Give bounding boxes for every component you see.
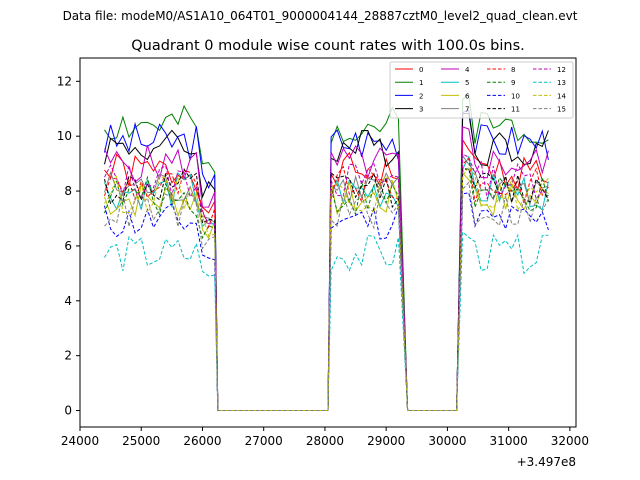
y-tick-label: 0 bbox=[64, 404, 72, 418]
chart-title: Quadrant 0 module wise count rates with … bbox=[131, 38, 525, 54]
x-axis: 24000 25000 26000 27000 28000 29000 30000 31000… bbox=[61, 427, 589, 448]
series-line-1 bbox=[104, 93, 549, 411]
y-tick-label: 10 bbox=[57, 129, 72, 143]
legend-label-4: 4 bbox=[465, 66, 470, 74]
legend-label-7: 7 bbox=[465, 106, 469, 114]
x-tick-label: 25000 bbox=[122, 434, 160, 448]
legend-label-2: 2 bbox=[419, 92, 423, 100]
series-line-5 bbox=[104, 155, 549, 411]
x-tick-label: 30000 bbox=[428, 434, 466, 448]
legend-box bbox=[389, 61, 574, 119]
plot-frame bbox=[80, 58, 576, 427]
axes-frame bbox=[79, 57, 577, 428]
legend-label-6: 6 bbox=[465, 92, 470, 100]
y-tick-label: 12 bbox=[57, 74, 72, 88]
legend-label-8: 8 bbox=[511, 66, 515, 74]
y-axis: 0 2 4 6 8 10 12 bbox=[57, 74, 80, 418]
legend-label-11: 11 bbox=[511, 106, 520, 114]
x-tick-label: 32000 bbox=[551, 434, 589, 448]
series-line-7 bbox=[104, 154, 549, 411]
legend-label-3: 3 bbox=[419, 106, 423, 114]
x-tick-label: 27000 bbox=[245, 434, 283, 448]
series-line-8 bbox=[104, 157, 549, 411]
y-tick-label: 6 bbox=[64, 239, 72, 253]
plot-area bbox=[79, 57, 577, 428]
series-line-9 bbox=[104, 167, 549, 411]
y-tick-label: 2 bbox=[64, 349, 72, 363]
series-line-15 bbox=[104, 181, 549, 411]
series-line-12 bbox=[104, 153, 549, 411]
x-tick-label: 29000 bbox=[367, 434, 405, 448]
legend-label-1: 1 bbox=[419, 79, 423, 87]
suptitle: Data file: modeM0/AS1A10_064T01_90000041… bbox=[63, 9, 578, 23]
legend-label-12: 12 bbox=[557, 66, 566, 74]
series-line-14 bbox=[104, 166, 549, 411]
x-tick-label: 31000 bbox=[490, 434, 528, 448]
legend-label-13: 13 bbox=[557, 79, 566, 87]
x-axis-offset-label: +3.497e8 bbox=[517, 455, 576, 469]
legend-label-0: 0 bbox=[419, 66, 423, 74]
y-tick-label: 8 bbox=[64, 184, 72, 198]
y-tick-label: 4 bbox=[64, 294, 72, 308]
series-layer bbox=[104, 93, 549, 411]
legend-label-15: 15 bbox=[557, 106, 566, 114]
legend-label-10: 10 bbox=[511, 92, 520, 100]
series-line-4 bbox=[104, 126, 549, 411]
series-line-13 bbox=[104, 230, 549, 411]
series-line-11 bbox=[104, 167, 549, 411]
x-tick-label: 26000 bbox=[183, 434, 221, 448]
legend-label-9: 9 bbox=[511, 79, 515, 87]
legend-label-14: 14 bbox=[557, 92, 566, 100]
series-line-3 bbox=[104, 112, 549, 411]
series-line-10 bbox=[104, 192, 549, 411]
legend-label-5: 5 bbox=[465, 79, 469, 87]
x-tick-label: 28000 bbox=[306, 434, 344, 448]
series-line-2 bbox=[104, 109, 549, 411]
x-tick-label: 24000 bbox=[61, 434, 99, 448]
series-line-0 bbox=[104, 138, 549, 411]
